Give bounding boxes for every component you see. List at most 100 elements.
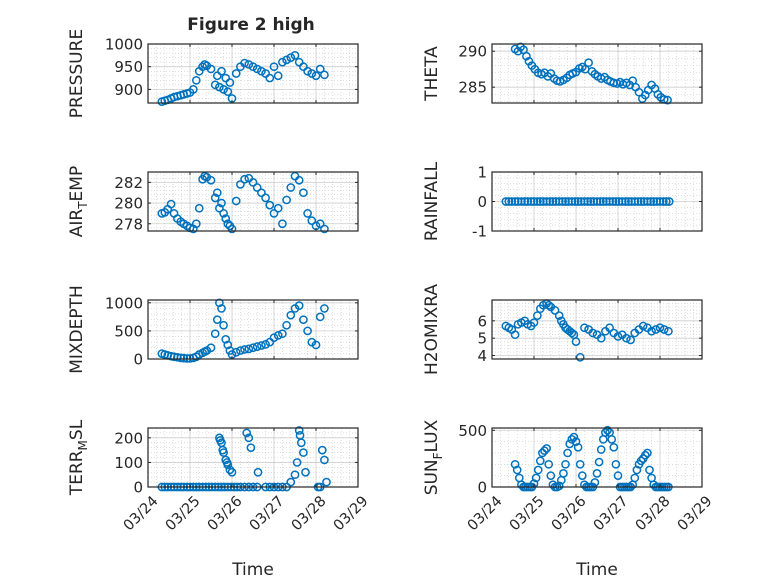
data-point bbox=[215, 298, 224, 308]
data-point bbox=[320, 455, 329, 465]
ytick-label: 1000 bbox=[105, 294, 143, 312]
data-point bbox=[659, 325, 669, 334]
data-point bbox=[215, 435, 225, 445]
plot-area bbox=[492, 300, 702, 359]
ylabel: SUNFLUX bbox=[422, 419, 445, 495]
data-point bbox=[286, 183, 296, 192]
xlabel: Time bbox=[575, 560, 618, 580]
data-point bbox=[311, 340, 321, 350]
xtick-label: 03/27 bbox=[591, 493, 632, 534]
data-point bbox=[561, 197, 570, 206]
data-point bbox=[580, 323, 589, 333]
xtick-label: 03/29 bbox=[331, 493, 372, 534]
data-point bbox=[215, 82, 224, 92]
subplot-2: 285 290 THETA bbox=[422, 42, 703, 105]
data-point bbox=[191, 219, 201, 229]
data-point bbox=[273, 203, 283, 213]
data-point bbox=[236, 346, 245, 355]
data-point bbox=[554, 311, 564, 320]
data-point bbox=[294, 301, 304, 310]
data-point bbox=[244, 433, 254, 443]
axes-box bbox=[147, 427, 359, 488]
data-point bbox=[320, 224, 329, 234]
data-point bbox=[223, 340, 233, 350]
data-point bbox=[225, 465, 235, 475]
data-point bbox=[609, 442, 619, 452]
ytick-label: 278 bbox=[114, 215, 143, 233]
data-point bbox=[299, 315, 308, 325]
data-point bbox=[244, 60, 254, 69]
ytick-label: 900 bbox=[114, 81, 143, 99]
data-point bbox=[622, 333, 631, 343]
ytick-label: 282 bbox=[114, 174, 143, 192]
data-point bbox=[322, 477, 331, 487]
data-point bbox=[242, 428, 252, 438]
ytick-label: 950 bbox=[114, 58, 143, 76]
data-point bbox=[231, 347, 241, 357]
data-point bbox=[592, 197, 602, 206]
data-point bbox=[573, 442, 583, 452]
data-point bbox=[664, 326, 673, 336]
data-point bbox=[189, 85, 198, 94]
data-point bbox=[548, 480, 558, 490]
data-point bbox=[584, 58, 593, 68]
data-point bbox=[248, 178, 258, 187]
grid bbox=[147, 43, 359, 104]
series-points bbox=[501, 197, 674, 206]
data-point bbox=[166, 199, 176, 209]
data-point bbox=[303, 66, 312, 76]
data-point bbox=[252, 64, 262, 74]
data-point bbox=[179, 353, 189, 363]
ytick-label: 290 bbox=[458, 43, 487, 61]
data-point bbox=[613, 332, 623, 341]
data-point bbox=[535, 456, 545, 466]
data-point bbox=[252, 342, 262, 351]
data-point bbox=[504, 197, 514, 206]
data-point bbox=[535, 197, 545, 206]
axes-box bbox=[491, 427, 703, 488]
data-point bbox=[598, 197, 608, 206]
data-point bbox=[643, 448, 652, 458]
data-point bbox=[645, 465, 654, 475]
data-point bbox=[513, 46, 523, 56]
data-point bbox=[607, 434, 617, 444]
data-point bbox=[212, 188, 222, 198]
data-point bbox=[206, 64, 216, 74]
data-point bbox=[663, 95, 672, 105]
data-point bbox=[640, 450, 650, 460]
data-point bbox=[311, 71, 321, 81]
figure-title: Figure 2 high bbox=[187, 15, 315, 35]
ylabel: PRESSURE bbox=[67, 29, 87, 118]
data-point bbox=[212, 315, 222, 325]
data-point bbox=[217, 198, 226, 208]
data-point bbox=[282, 55, 291, 65]
data-point bbox=[223, 87, 233, 97]
data-point bbox=[596, 197, 605, 206]
ylabel: H2OMIXRA bbox=[422, 284, 442, 375]
data-point bbox=[605, 197, 614, 206]
data-point bbox=[269, 333, 279, 342]
data-point bbox=[594, 457, 604, 467]
data-point bbox=[210, 193, 220, 203]
axes-box bbox=[147, 43, 359, 104]
data-point bbox=[571, 337, 581, 346]
ylabel: RAINFALL bbox=[422, 161, 442, 241]
plot-area bbox=[148, 300, 358, 359]
data-point bbox=[661, 197, 671, 206]
data-point bbox=[526, 197, 536, 206]
data-point bbox=[252, 183, 262, 192]
data-point bbox=[269, 209, 279, 218]
ytick-label: 0 bbox=[477, 479, 487, 497]
data-point bbox=[601, 428, 610, 437]
data-point bbox=[244, 344, 254, 354]
data-point bbox=[542, 197, 551, 206]
data-point bbox=[646, 197, 656, 206]
xtick-label: 03/28 bbox=[289, 493, 330, 534]
ytick-label: 500 bbox=[114, 322, 143, 340]
data-point bbox=[315, 219, 325, 229]
data-point bbox=[221, 334, 231, 344]
data-point bbox=[588, 328, 598, 338]
data-point bbox=[317, 445, 327, 455]
data-point bbox=[290, 470, 300, 480]
data-point bbox=[544, 459, 554, 469]
